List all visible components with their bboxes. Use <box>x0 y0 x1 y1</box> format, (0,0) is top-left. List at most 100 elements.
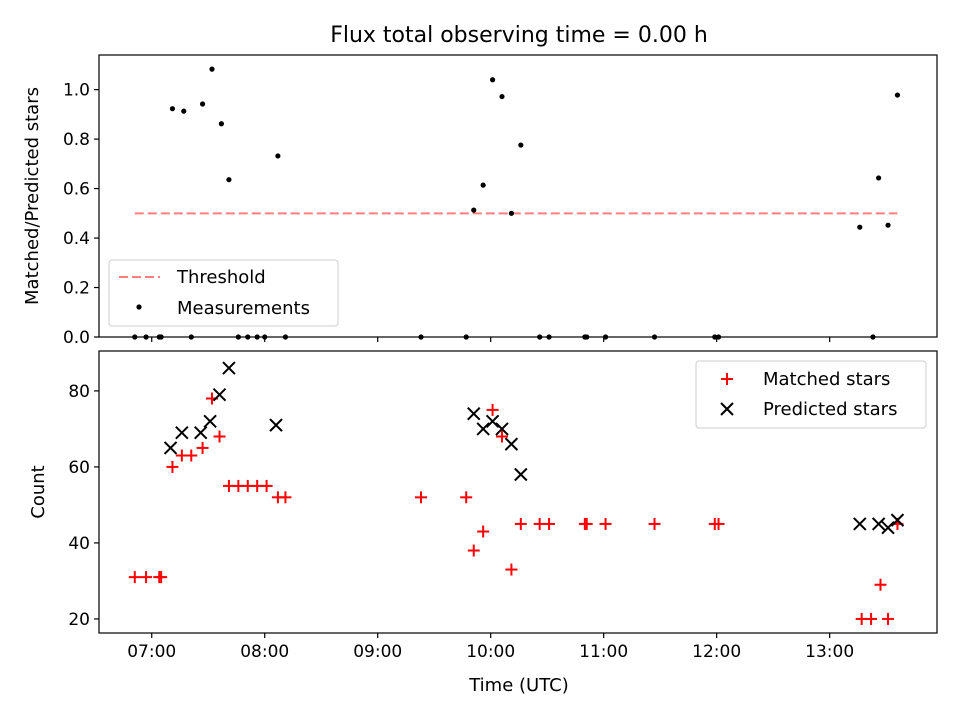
measurement-point <box>275 153 281 159</box>
matched-star-point <box>128 571 141 584</box>
measurement-point <box>518 142 524 148</box>
top-y-tick-label: 0.4 <box>63 229 90 249</box>
top-legend: Threshold Measurements <box>108 259 339 327</box>
predicted-star-point <box>212 387 227 402</box>
bottom-axes-frame <box>98 350 938 634</box>
predicted-star-point-b <box>193 426 208 440</box>
measurement-point <box>226 177 232 183</box>
measurement-point <box>876 175 882 181</box>
predicted-star-point <box>495 422 509 436</box>
matched-star-point <box>712 517 725 530</box>
top-y-tick-label: 1.0 <box>63 81 90 101</box>
predicted-star-point-b <box>853 517 867 531</box>
top-y-tick-label: 0.8 <box>63 130 90 150</box>
bottom-x-tick-label: 13:00 <box>805 642 854 662</box>
matched-star-point <box>477 525 490 538</box>
bottom-legend-box <box>695 360 927 429</box>
measurement-point <box>181 108 187 114</box>
bottom-y-axis-label: Count <box>28 465 49 518</box>
measurement-point <box>885 222 891 228</box>
matched-star-point <box>486 403 499 416</box>
predicted-star-point <box>193 426 208 440</box>
legend-matched-label: Matched stars <box>763 369 890 390</box>
bottom-x-tick-label: 07:00 <box>127 642 176 662</box>
top-legend-box <box>108 259 339 327</box>
predicted-star-point <box>203 414 217 429</box>
matched-star-point <box>580 517 593 530</box>
predicted-star-point-b <box>269 418 283 432</box>
predicted-star-point-b <box>175 426 189 440</box>
predicted-star-point-b <box>163 441 178 455</box>
top-axes-frame <box>98 54 938 338</box>
matched-star-point <box>140 571 153 584</box>
matched-star-point <box>185 449 198 462</box>
predicted-star-point-b <box>203 414 217 429</box>
predicted-star-point-b <box>514 467 528 482</box>
matched-star-point <box>213 430 226 443</box>
measurement-point <box>857 224 863 230</box>
measurement-point <box>209 66 215 72</box>
bottom-x-axis-label: Time (UTC) <box>468 675 569 696</box>
matched-star-point <box>460 491 473 504</box>
predicted-star-point-b <box>495 422 509 436</box>
legend-predicted-swatch-b <box>720 402 734 416</box>
predicted-star-point <box>504 437 519 451</box>
predicted-star-point <box>853 517 867 531</box>
predicted-star-point <box>163 441 178 455</box>
matched-star-point <box>196 441 209 454</box>
bottom-y-tick-label: 80 <box>68 382 90 402</box>
matched-star-point <box>865 612 878 625</box>
measurement-point <box>199 101 206 107</box>
bottom-y-tick-label: 60 <box>68 458 90 478</box>
top-y-tick-label: 0.0 <box>63 328 90 348</box>
predicted-star-point <box>222 361 236 375</box>
measurement-point <box>489 77 496 83</box>
predicted-star-point <box>485 414 500 429</box>
measurement-point <box>894 92 901 98</box>
top-y-axis-label: Matched/Predicted stars <box>22 87 43 305</box>
predicted-star-point <box>871 517 886 531</box>
measurement-point <box>499 93 505 100</box>
legend-threshold-label: Threshold <box>176 267 266 288</box>
predicted-star-point <box>269 418 283 432</box>
bottom-x-tick-label: 12:00 <box>692 642 741 662</box>
predicted-star-point-b <box>222 361 236 375</box>
matched-star-point <box>495 430 508 443</box>
bottom-x-tick-label: 10:00 <box>466 642 515 662</box>
measurement-point <box>471 207 477 213</box>
bottom-x-tick-label: 08:00 <box>240 642 289 662</box>
bottom-legend: Matched stars Predicted stars <box>695 360 927 429</box>
bottom-y-tick-label: 20 <box>68 610 90 630</box>
legend-predicted-label: Predicted stars <box>763 399 897 420</box>
matched-star-point <box>599 517 612 530</box>
top-plot-area: 0.0 0.2 0.4 0.6 0.8 1.0 Threshold Measurements <box>63 54 938 348</box>
bottom-plot-area: 20 40 60 80 07:00 08:00 09:00 10:00 11:00 12:00 13… <box>68 350 938 662</box>
legend-predicted-swatch <box>720 402 734 416</box>
top-chart-title: Flux total observing time = 0.00 h <box>330 23 708 48</box>
matched-star-point <box>467 544 480 557</box>
matched-star-point <box>882 612 895 625</box>
bottom-x-tick-label: 11:00 <box>579 642 628 662</box>
legend-measurements-label: Measurements <box>177 298 310 319</box>
matched-star-point <box>279 491 292 504</box>
matched-star-point <box>415 491 428 504</box>
matched-star-point <box>648 517 661 530</box>
predicted-star-point <box>881 521 895 535</box>
measurement-point <box>508 210 515 216</box>
predicted-star-point-b <box>881 521 895 535</box>
top-y-tick-label: 0.2 <box>63 279 90 299</box>
matched-star-point <box>260 479 273 492</box>
bottom-x-tick-label: 09:00 <box>353 642 402 662</box>
matched-star-point <box>166 460 179 473</box>
top-y-tick-label: 0.6 <box>63 180 90 200</box>
predicted-star-point-b <box>476 422 490 436</box>
predicted-star-point-b <box>485 414 500 429</box>
predicted-star-point <box>514 467 528 482</box>
matched-star-point <box>874 578 887 591</box>
predicted-star-point <box>476 422 490 436</box>
predicted-star-point-b <box>212 387 227 402</box>
measurement-point <box>169 106 176 112</box>
matched-star-point <box>505 563 518 576</box>
